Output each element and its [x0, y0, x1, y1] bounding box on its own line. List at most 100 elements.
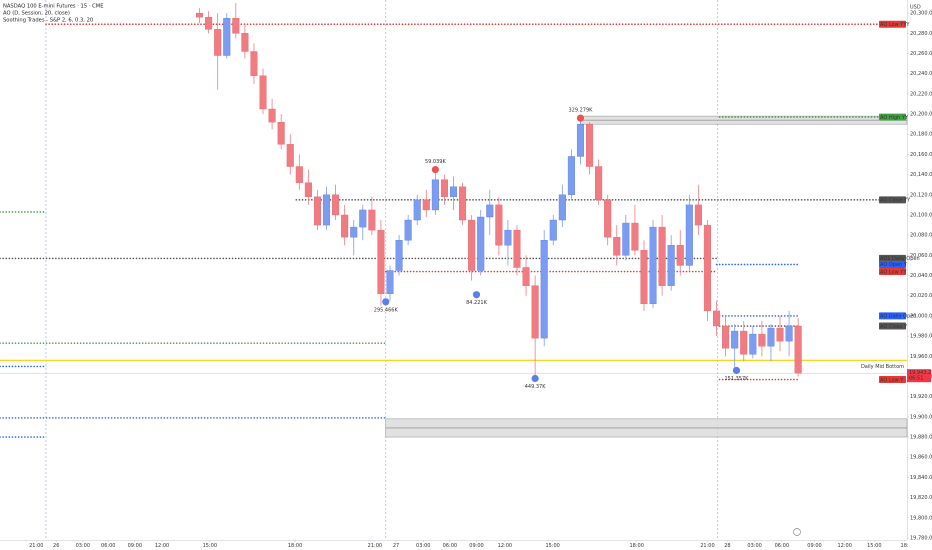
- candle-body: [640, 250, 648, 305]
- x-tick-label: 09:00: [807, 543, 821, 549]
- candle-body: [713, 310, 721, 327]
- candle-body: [722, 325, 730, 349]
- candle-body: [549, 219, 557, 241]
- candle-body: [703, 224, 711, 312]
- swing-marker: [576, 114, 585, 122]
- candle-body: [459, 186, 467, 221]
- candle-body: [332, 194, 340, 216]
- candle-body: [649, 226, 657, 305]
- x-tick-label: 06:00: [443, 543, 457, 549]
- level-label: AO Close Y: [880, 324, 908, 330]
- candle-body: [522, 267, 530, 286]
- level-label: AO Low YY: [880, 269, 907, 275]
- candle-body: [785, 325, 793, 342]
- candle-body: [685, 204, 693, 266]
- candle-body: [468, 219, 476, 271]
- level-label: AO Close YY: [880, 198, 911, 204]
- x-tick-label: 06:00: [775, 543, 789, 549]
- y-tick-label: 19,820.00: [910, 495, 932, 501]
- candle-body: [449, 186, 458, 198]
- volume-label: 59.039K: [425, 159, 446, 165]
- candle-body: [676, 245, 684, 266]
- y-tick-label: 19,980.00: [910, 334, 932, 340]
- swing-marker: [531, 374, 539, 383]
- level-tag: [879, 322, 906, 330]
- candle-body: [304, 182, 312, 198]
- candle-body: [286, 144, 294, 167]
- x-tick-label: 21:00: [29, 543, 43, 549]
- candle-body: [404, 219, 412, 241]
- x-tick-label: 21:00: [700, 543, 714, 549]
- x-tick-label: 09:00: [469, 543, 483, 549]
- candle-body: [268, 108, 276, 123]
- swing-marker: [382, 298, 390, 306]
- candle-body: [413, 199, 421, 221]
- swing-marker: [431, 165, 439, 174]
- y-tick-label: 20,140.00: [910, 172, 932, 178]
- candle-body: [277, 121, 285, 145]
- y-tick-label: 20,080.00: [910, 233, 932, 239]
- candle-body: [395, 240, 403, 271]
- candle-body: [576, 123, 585, 157]
- candle-body: [495, 204, 503, 246]
- candle-body: [440, 179, 448, 198]
- y-tick-label: 20,020.00: [910, 293, 932, 299]
- y-tick-label: 19,880.00: [910, 435, 932, 441]
- y-tick-label: 20,200.00: [910, 112, 932, 118]
- candle-body: [386, 270, 394, 294]
- candle-body: [558, 194, 566, 221]
- y-tick-label: 20,180.00: [910, 132, 932, 138]
- level-tag: [879, 113, 906, 121]
- candle-body: [422, 199, 430, 211]
- y-tick-label: 19,840.00: [910, 475, 932, 481]
- y-tick-label: 20,060.00: [910, 253, 932, 259]
- candle-body: [749, 333, 757, 355]
- volume-label: 449.37K: [525, 384, 546, 390]
- level-label: AO High YY: [880, 115, 909, 121]
- plot: AO Low YYY AO High YY AO Close YY AO1 Daily…: [0, 0, 920, 540]
- candle-body: [196, 12, 204, 18]
- y-tick-label: 20,300.00: [910, 11, 932, 17]
- x-tick-label: 03:00: [747, 543, 761, 549]
- swing-marker: [472, 291, 481, 299]
- level-tag: [879, 260, 906, 268]
- y-tick-label: 20,280.00: [910, 31, 932, 37]
- legend: NASDAQ 100 E-mini Futures · 15 · CME AO …: [3, 4, 103, 24]
- y-tick-label: 20,000.00: [910, 313, 932, 319]
- help-icon[interactable]: [793, 528, 801, 536]
- candle-body: [622, 222, 630, 256]
- x-tick-label: 03:00: [416, 543, 430, 549]
- candle-body: [241, 33, 249, 52]
- volume-label: 84.221K: [466, 300, 487, 306]
- x-tick-label: 15:00: [867, 543, 881, 549]
- x-tick-label: 28: [724, 543, 730, 549]
- x-tick-label: 15:00: [545, 543, 559, 549]
- candle-body: [486, 204, 494, 218]
- candle-body: [776, 327, 784, 342]
- level-label: AO Low Y: [880, 377, 904, 383]
- volume-label: 329.279K: [568, 108, 593, 114]
- indicator-label: Soothing Trades - S&P 2, 6, 0.3, 20: [3, 18, 93, 24]
- candle-body: [359, 209, 367, 228]
- x-tick-label: 12:00: [155, 543, 169, 549]
- candle-body: [586, 123, 594, 167]
- y-tick-label: 19,960.00: [910, 354, 932, 360]
- candle-body: [567, 156, 575, 196]
- level-label: AO Open Y: [880, 262, 908, 268]
- y-tick-label: 19,780.00: [910, 535, 932, 541]
- x-tick-label: 15:00: [203, 543, 217, 549]
- countdown-label: 06:51: [909, 376, 923, 382]
- mid-line-label: Daily Mid Bottom: [861, 364, 904, 370]
- candle-body: [758, 333, 766, 347]
- y-tick-label: 20,220.00: [910, 91, 932, 97]
- y-tick-label: 19,900.00: [910, 414, 932, 420]
- candle-body: [223, 17, 231, 56]
- x-tick-label: 12:00: [498, 543, 512, 549]
- candle-body: [377, 229, 385, 294]
- level-tag: [879, 20, 906, 28]
- x-tick-label: 12:00: [838, 543, 852, 549]
- last-price-tag: [907, 369, 931, 383]
- y-tick-label: 19,800.00: [910, 515, 932, 521]
- x-tick-label: 18:00: [630, 543, 644, 549]
